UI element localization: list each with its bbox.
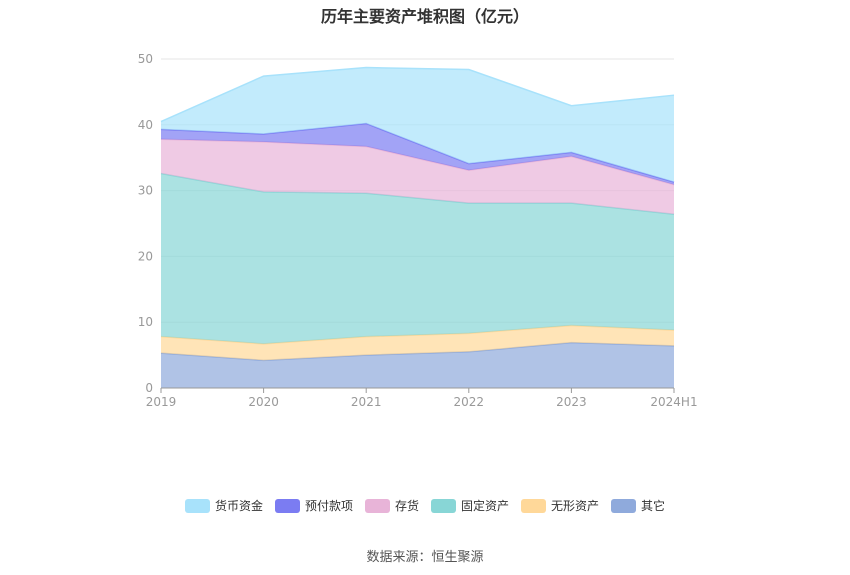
legend-item[interactable]: 存货 — [364, 497, 419, 514]
area-series-无形资产 — [161, 325, 674, 361]
x-tick-label: 2019 — [146, 395, 177, 409]
legend-swatch — [274, 498, 300, 513]
legend-label: 预付款项 — [304, 499, 353, 513]
area-series-预付款项 — [161, 123, 674, 185]
x-tick-label: 2024H1 — [650, 395, 697, 409]
legend-label: 存货 — [394, 499, 419, 513]
area-series-存货 — [161, 139, 674, 215]
legend-item[interactable]: 其它 — [611, 497, 665, 514]
y-tick-label: 20 — [138, 249, 153, 263]
legend: 货币资金 预付款项 存货 固定资产 无形资产 其它 — [0, 497, 850, 514]
legend-item[interactable]: 预付款项 — [274, 497, 353, 514]
axes: 0 10 20 30 40 50 2019 2020 2021 2022 2023 2024H1 — [138, 52, 698, 409]
area-series-其它 — [161, 342, 674, 388]
legend-swatch — [431, 498, 456, 513]
legend-label: 其它 — [641, 499, 666, 513]
y-tick-label: 10 — [138, 315, 153, 329]
area-line-货币资金 — [160, 66, 675, 123]
legend-swatch — [184, 498, 210, 513]
area-series-group — [160, 66, 675, 388]
x-tick-label: 2022 — [454, 395, 485, 409]
legend-swatch — [521, 498, 547, 513]
area-series-固定资产 — [161, 173, 674, 344]
x-tick-label: 2023 — [556, 395, 587, 409]
y-tick-label: 30 — [138, 184, 153, 198]
legend-label: 无形资产 — [551, 499, 600, 513]
legend-label: 货币资金 — [214, 499, 263, 513]
legend-label: 固定资产 — [461, 499, 510, 513]
x-tick-label: 2020 — [248, 395, 279, 409]
legend-item[interactable]: 无形资产 — [521, 497, 599, 514]
area-series-货币资金 — [161, 67, 674, 183]
y-tick-label: 40 — [138, 118, 153, 132]
source-note: 数据来源：恒生聚源 — [366, 550, 484, 565]
chart-title: 历年主要资产堆积图（亿元） — [320, 7, 529, 26]
legend-swatch — [364, 498, 390, 513]
legend-swatch — [611, 498, 637, 513]
legend-item[interactable]: 货币资金 — [184, 497, 263, 514]
x-tick-label: 2021 — [351, 395, 382, 409]
y-tick-label: 0 — [145, 381, 153, 395]
area-line-无形资产 — [160, 324, 675, 345]
area-line-固定资产 — [160, 172, 675, 216]
y-tick-label: 50 — [138, 52, 153, 66]
legend-item[interactable]: 固定资产 — [431, 497, 509, 514]
